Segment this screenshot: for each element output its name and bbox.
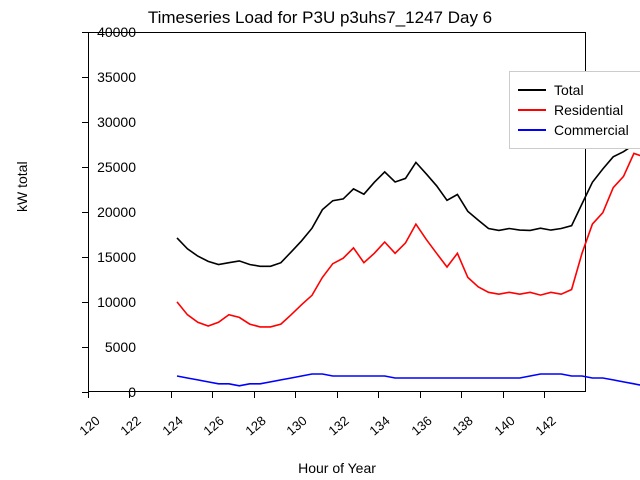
total-legend-label: Total [554, 82, 584, 98]
y-tick-label-0: 0 [76, 384, 136, 400]
x-axis-label: Hour of Year [298, 460, 376, 476]
x-tick-mark-138 [461, 392, 462, 398]
y-tick-label-15000: 15000 [76, 249, 136, 265]
y-axis-label: kW total [14, 161, 30, 212]
chart-container: Timeseries Load for P3U p3uhs7_1247 Day … [0, 0, 640, 480]
x-tick-label-122: 122 [117, 413, 143, 438]
y-tick-label-35000: 35000 [76, 69, 136, 85]
x-tick-mark-140 [503, 392, 504, 398]
y-tick-label-25000: 25000 [76, 159, 136, 175]
legend-entry-total[interactable]: Total [518, 82, 640, 98]
residential-line[interactable] [177, 143, 640, 327]
x-tick-mark-142 [544, 392, 545, 398]
x-tick-mark-122 [129, 392, 130, 398]
total-legend-swatch [518, 89, 546, 92]
residential-legend-swatch [518, 109, 546, 112]
y-tick-label-30000: 30000 [76, 114, 136, 130]
x-tick-mark-136 [420, 392, 421, 398]
total-line[interactable] [177, 141, 640, 267]
x-tick-mark-120 [88, 392, 89, 398]
commercial-legend-swatch [518, 129, 546, 132]
y-tick-label-5000: 5000 [76, 339, 136, 355]
y-tick-label-20000: 20000 [76, 204, 136, 220]
commercial-legend-label: Commercial [554, 122, 629, 138]
commercial-line[interactable] [177, 374, 640, 394]
x-tick-mark-124 [171, 392, 172, 398]
x-tick-mark-130 [295, 392, 296, 398]
plot-area: Total Residential Commercial [88, 32, 586, 392]
y-tick-label-10000: 10000 [76, 294, 136, 310]
legend-box[interactable]: Total Residential Commercial [509, 71, 640, 149]
x-tick-mark-132 [337, 392, 338, 398]
legend-entry-residential[interactable]: Residential [518, 102, 640, 118]
x-tick-label-120: 120 [76, 413, 102, 438]
x-tick-mark-134 [378, 392, 379, 398]
x-tick-mark-126 [212, 392, 213, 398]
y-tick-label-40000: 40000 [76, 24, 136, 40]
residential-legend-label: Residential [554, 102, 623, 118]
x-tick-mark-128 [254, 392, 255, 398]
legend-entry-commercial[interactable]: Commercial [518, 122, 640, 138]
